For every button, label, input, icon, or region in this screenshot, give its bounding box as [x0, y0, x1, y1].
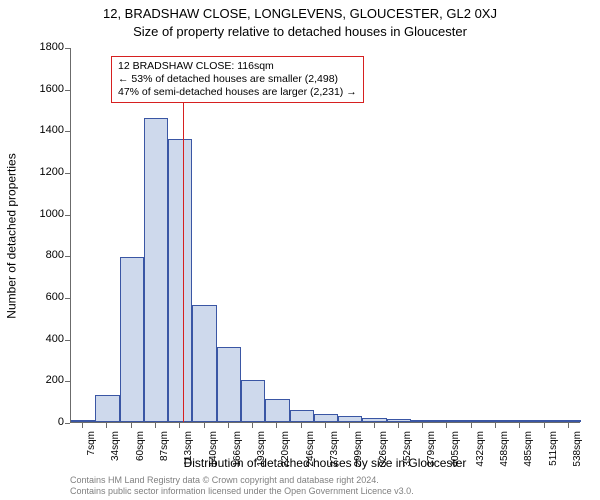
- x-tick-label: 326sqm: [378, 431, 389, 479]
- annotation-line: 12 BRADSHAW CLOSE: 116sqm: [118, 60, 357, 73]
- x-tick-mark: [349, 423, 350, 428]
- chart-title-address: 12, BRADSHAW CLOSE, LONGLEVENS, GLOUCEST…: [0, 6, 600, 21]
- x-tick-label: 432sqm: [475, 431, 486, 479]
- x-tick-mark: [106, 423, 107, 428]
- y-tick-mark: [65, 381, 70, 382]
- y-tick-mark: [65, 131, 70, 132]
- property-marker-line: [183, 73, 184, 422]
- x-tick-mark: [471, 423, 472, 428]
- x-tick-label: 538sqm: [572, 431, 583, 479]
- x-tick-label: 87sqm: [159, 431, 170, 479]
- histogram-bar: [508, 420, 532, 422]
- x-tick-mark: [301, 423, 302, 428]
- y-tick-mark: [65, 256, 70, 257]
- x-tick-label: 458sqm: [499, 431, 510, 479]
- x-tick-mark: [131, 423, 132, 428]
- x-tick-mark: [544, 423, 545, 428]
- histogram-bar: [290, 410, 314, 423]
- x-tick-mark: [82, 423, 83, 428]
- x-tick-mark: [422, 423, 423, 428]
- x-tick-label: 405sqm: [450, 431, 461, 479]
- y-tick-label: 1200: [30, 166, 64, 178]
- x-tick-label: 299sqm: [353, 431, 364, 479]
- y-tick-mark: [65, 48, 70, 49]
- histogram-bar: [314, 414, 338, 422]
- x-tick-mark: [495, 423, 496, 428]
- x-tick-mark: [276, 423, 277, 428]
- x-tick-mark: [179, 423, 180, 428]
- histogram-bar: [95, 395, 119, 422]
- x-tick-label: 220sqm: [280, 431, 291, 479]
- x-tick-label: 113sqm: [183, 431, 194, 479]
- histogram-bar: [435, 420, 459, 422]
- y-tick-label: 400: [30, 333, 64, 345]
- x-tick-label: 140sqm: [208, 431, 219, 479]
- y-tick-mark: [65, 340, 70, 341]
- x-tick-label: 246sqm: [305, 431, 316, 479]
- annotation-box: 12 BRADSHAW CLOSE: 116sqm← 53% of detach…: [111, 56, 364, 103]
- x-tick-mark: [228, 423, 229, 428]
- x-tick-mark: [374, 423, 375, 428]
- histogram-bar: [120, 257, 144, 422]
- histogram-bar: [557, 420, 581, 422]
- y-tick-mark: [65, 173, 70, 174]
- y-tick-label: 1800: [30, 41, 64, 53]
- x-tick-mark: [252, 423, 253, 428]
- x-tick-mark: [519, 423, 520, 428]
- histogram-bar: [411, 420, 435, 422]
- x-tick-mark: [155, 423, 156, 428]
- y-tick-label: 1400: [30, 124, 64, 136]
- x-tick-mark: [446, 423, 447, 428]
- y-tick-label: 1600: [30, 83, 64, 95]
- histogram-bar: [168, 139, 192, 422]
- histogram-bar: [532, 420, 556, 422]
- x-tick-label: 273sqm: [329, 431, 340, 479]
- histogram-bar: [362, 418, 386, 422]
- x-tick-label: 352sqm: [402, 431, 413, 479]
- histogram-bar: [144, 118, 168, 422]
- y-axis-label: Number of detached properties: [2, 48, 22, 423]
- y-tick-mark: [65, 90, 70, 91]
- histogram-bar: [460, 420, 484, 422]
- histogram-bar: [192, 305, 216, 422]
- x-tick-label: 485sqm: [523, 431, 534, 479]
- annotation-line: ← 53% of detached houses are smaller (2,…: [118, 73, 357, 86]
- y-tick-label: 0: [30, 416, 64, 428]
- x-tick-mark: [204, 423, 205, 428]
- y-axis-label-text: Number of detached properties: [5, 153, 19, 318]
- histogram-bar: [484, 420, 508, 422]
- histogram-bar: [338, 416, 362, 422]
- y-tick-label: 200: [30, 374, 64, 386]
- y-tick-mark: [65, 423, 70, 424]
- x-tick-label: 166sqm: [232, 431, 243, 479]
- y-tick-label: 1000: [30, 208, 64, 220]
- x-tick-label: 34sqm: [110, 431, 121, 479]
- y-tick-label: 600: [30, 291, 64, 303]
- histogram-bar: [387, 419, 411, 422]
- x-tick-mark: [325, 423, 326, 428]
- histogram-bar: [217, 347, 241, 422]
- x-tick-label: 193sqm: [256, 431, 267, 479]
- x-tick-label: 511sqm: [548, 431, 559, 479]
- histogram-bar: [241, 380, 265, 422]
- y-tick-mark: [65, 298, 70, 299]
- histogram-bar: [265, 399, 289, 422]
- y-tick-mark: [65, 215, 70, 216]
- x-tick-label: 379sqm: [426, 431, 437, 479]
- plot-area: 12 BRADSHAW CLOSE: 116sqm← 53% of detach…: [70, 48, 580, 423]
- x-tick-label: 60sqm: [135, 431, 146, 479]
- histogram-bar: [71, 420, 95, 422]
- chart-subtitle: Size of property relative to detached ho…: [0, 24, 600, 39]
- x-tick-mark: [398, 423, 399, 428]
- footer-line-2: Contains public sector information licen…: [70, 486, 580, 496]
- x-tick-label: 7sqm: [86, 431, 97, 479]
- annotation-line: 47% of semi-detached houses are larger (…: [118, 86, 357, 99]
- chart-root: 12, BRADSHAW CLOSE, LONGLEVENS, GLOUCEST…: [0, 0, 600, 500]
- y-tick-label: 800: [30, 249, 64, 261]
- x-tick-mark: [568, 423, 569, 428]
